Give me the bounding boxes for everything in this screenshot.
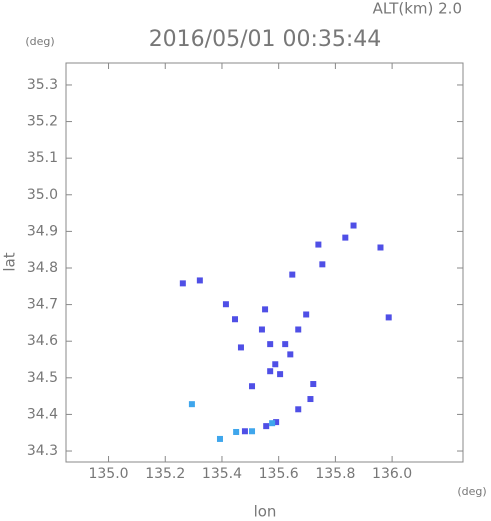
y-tick-label: 34.7	[27, 297, 58, 313]
y-tick-label: 34.4	[27, 406, 58, 422]
echo-cell	[315, 241, 322, 248]
chart-title: 2016/05/01 00:35:44	[149, 27, 382, 52]
echo-cell	[262, 306, 269, 313]
echo-cell	[267, 368, 274, 375]
x-tick-label: 136.0	[372, 466, 412, 482]
x-axis-label: lon	[254, 503, 277, 521]
echo-cell	[258, 326, 265, 333]
echo-cell	[237, 344, 244, 351]
x-unit: (deg)	[457, 485, 486, 498]
y-tick-label: 34.3	[27, 443, 58, 459]
x-tick-label: 135.0	[88, 466, 128, 482]
y-tick-label: 35.0	[27, 187, 58, 203]
echo-cell	[232, 316, 239, 323]
y-tick-label: 35.3	[27, 77, 58, 93]
echo-cell	[342, 234, 349, 241]
echo-cell	[273, 419, 280, 426]
x-tick-label: 135.2	[145, 466, 185, 482]
echo-cell	[269, 420, 276, 427]
echo-cell	[282, 341, 289, 348]
echo-cell	[249, 428, 256, 435]
echo-cell	[377, 244, 384, 251]
echo-cell	[289, 271, 296, 278]
echo-cell	[267, 341, 274, 348]
echo-cell	[277, 371, 284, 378]
echo-cell	[249, 383, 256, 390]
echo-cell	[216, 435, 223, 442]
echo-cell	[287, 351, 294, 358]
echo-cell	[179, 280, 186, 287]
echo-cell	[222, 301, 229, 308]
y-tick-label: 34.5	[27, 370, 58, 386]
echo-cell	[319, 261, 326, 268]
plot-frame	[65, 62, 464, 463]
x-tick-label: 135.4	[202, 466, 242, 482]
echo-cell	[350, 222, 357, 229]
y-tick-label: 34.8	[27, 260, 58, 276]
x-tick-label: 135.8	[315, 466, 355, 482]
x-tick-label: 135.6	[259, 466, 299, 482]
echo-cell	[241, 428, 248, 435]
echo-cell	[310, 381, 317, 388]
echo-cell	[188, 401, 195, 408]
y-tick-label: 35.1	[27, 150, 58, 166]
y-tick-label: 35.2	[27, 114, 58, 130]
echo-cell	[295, 326, 302, 333]
echo-cell	[307, 396, 314, 403]
echo-cell	[196, 277, 203, 284]
echo-cell	[295, 406, 302, 413]
echo-cell	[263, 423, 270, 430]
y-unit: (deg)	[25, 35, 54, 48]
echo-cell	[272, 361, 279, 368]
echo-cell	[385, 314, 392, 321]
altitude-annotation: ALT(km) 2.0	[373, 0, 462, 18]
y-axis-label: lat	[1, 252, 19, 271]
y-tick-label: 34.9	[27, 223, 58, 239]
echo-cell	[233, 428, 240, 435]
echo-cell	[303, 311, 310, 318]
y-tick-label: 34.6	[27, 333, 58, 349]
